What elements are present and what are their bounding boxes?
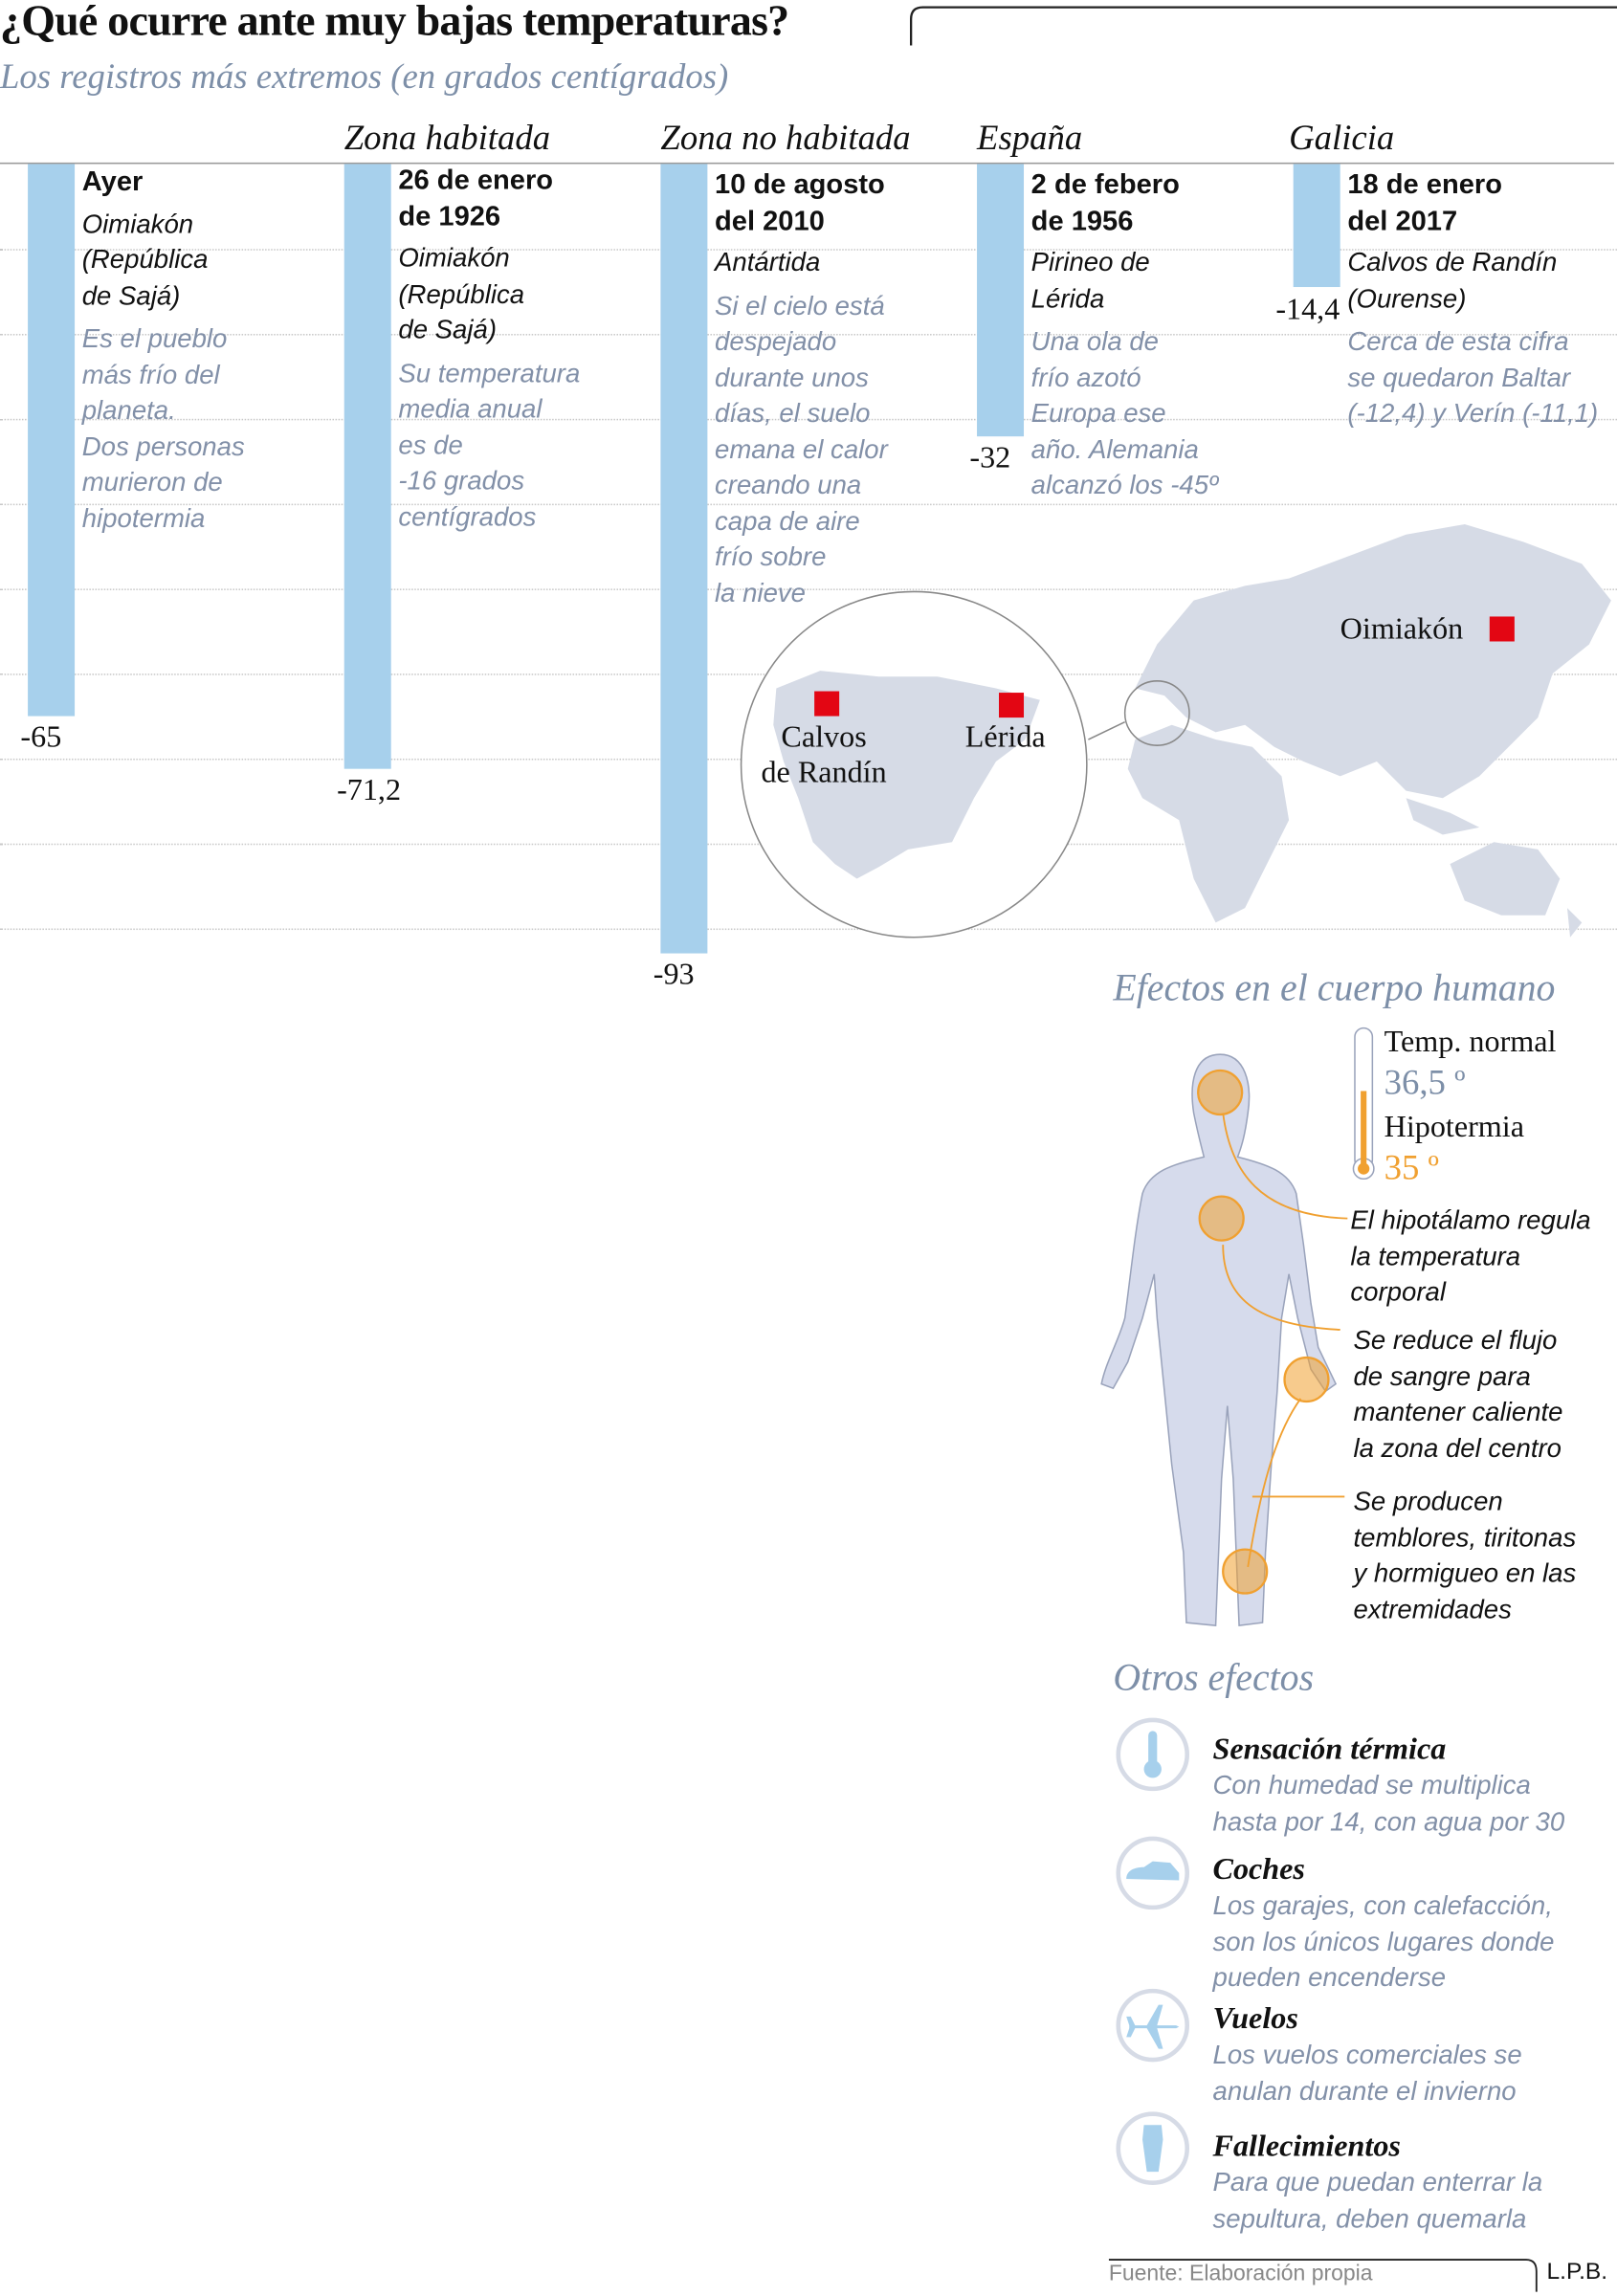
lerida-marker — [999, 693, 1025, 718]
effect-fallecimientos: Fallecimientos Para que puedan enterrar l… — [1212, 2128, 1543, 2233]
record-note: Si el cielo está despejado durante unos día… — [715, 290, 888, 607]
oimiakon-marker — [1489, 616, 1515, 642]
annotation-flujo: Se reduce el flujo de sangre para mantener… — [1353, 1325, 1563, 1463]
leg-marker — [1222, 1548, 1269, 1595]
value-label: -93 — [653, 957, 695, 992]
effect-coches: Coches Los garajes, con calefacción, son l… — [1212, 1850, 1555, 1992]
head-marker — [1197, 1069, 1244, 1116]
footer-rule — [1108, 2259, 1538, 2292]
car-icon — [1116, 1836, 1190, 1910]
gridline — [0, 928, 1617, 931]
record-place: Pirineo de — [1030, 247, 1150, 277]
record-note: Cerca de esta cifra se quedaron Baltar (-1… — [1347, 326, 1599, 428]
human-body-figure — [1100, 1053, 1348, 1627]
thermometer-icon — [1352, 1027, 1375, 1181]
temp-normal-value: 36,5 º — [1384, 1064, 1466, 1103]
map-label-lerida: Lérida — [964, 718, 1046, 755]
africa-shape — [1127, 724, 1290, 923]
column-header-espana: España — [977, 120, 1083, 159]
header-rule — [0, 162, 1614, 165]
record-block: 18 de enero del 2017 Calvos de Randín (Oure… — [1347, 168, 1598, 431]
hipotermia-value: 35 º — [1384, 1149, 1439, 1188]
page-title: ¿Qué ocurre ante muy bajas temperaturas? — [0, 0, 789, 46]
column-header-zona-habitada: Zona habitada — [343, 120, 551, 159]
column-header-zona-no-habitada: Zona no habitada — [660, 120, 911, 159]
chest-marker — [1198, 1195, 1245, 1242]
record-note: Su temperatura media anual es de -16 grados… — [398, 358, 581, 531]
record-date: 2 de febero — [1030, 169, 1180, 201]
hipotermia-label: Hipotermia — [1384, 1108, 1525, 1144]
annotation-hipotalamo: El hipotálamo regula la temperatura corpor… — [1350, 1204, 1591, 1307]
record-date: Ayer — [81, 166, 144, 198]
author-credit: L.P.B. — [1546, 2260, 1608, 2285]
record-block: Ayer Oimiakón (República de Sajá) Es el pueb… — [82, 166, 245, 536]
record-date: del 2017 — [1347, 206, 1458, 237]
record-date: del 2010 — [715, 206, 825, 237]
record-date: de 1926 — [398, 201, 501, 232]
value-label: -14,4 — [1275, 290, 1340, 326]
subtitle: Los registros más extremos (en grados ce… — [0, 58, 729, 98]
source-note: Fuente: Elaboración propia — [1108, 2261, 1373, 2286]
record-date: 26 de enero — [398, 165, 554, 197]
record-place: Antártida — [715, 247, 821, 277]
temperature-legend: Temp. normal 36,5 º Hipotermia 35 º — [1384, 1021, 1557, 1191]
iberia-shape — [773, 671, 1040, 879]
gridline — [0, 418, 1617, 421]
column-header-galicia: Galicia — [1289, 120, 1395, 159]
record-date: 18 de enero — [1347, 169, 1503, 201]
title-rule — [910, 6, 1617, 46]
gridline — [0, 249, 1617, 251]
record-place: (República — [398, 278, 525, 309]
record-note: Es el pueblo más frío del planeta. Dos pers… — [81, 323, 245, 533]
coffin-icon — [1116, 2111, 1190, 2185]
eurasia-shape — [1135, 524, 1611, 799]
record-place: Oimiakón — [81, 209, 194, 238]
record-note: Una ola de frío azotó Europa ese año. Alema… — [1030, 326, 1219, 500]
airplane-icon — [1116, 1988, 1190, 2063]
record-date: 10 de agosto — [715, 169, 885, 201]
value-label: -71,2 — [337, 771, 402, 807]
effect-sensacion: Sensación térmica Con humedad se multipli… — [1212, 1731, 1565, 1836]
hand-marker — [1283, 1356, 1330, 1403]
annotation-temblores: Se producen temblores, tiritonas y hormigu… — [1353, 1486, 1577, 1623]
thermometer-icon — [1116, 1717, 1190, 1792]
bar — [660, 164, 708, 955]
gridline — [0, 334, 1617, 336]
value-label: -32 — [969, 438, 1011, 475]
record-place: de Sajá) — [81, 280, 181, 310]
gridline — [0, 588, 1617, 590]
record-place: Oimiakón — [398, 243, 510, 273]
record-block: 26 de enero de 1926 Oimiakón (República de S… — [398, 164, 580, 534]
body-section-title: Efectos en el cuerpo humano — [1113, 966, 1556, 1009]
record-place: Calvos de Randín — [1347, 247, 1558, 277]
record-date: de 1956 — [1030, 206, 1134, 237]
record-block: 10 de agosto del 2010 Antártida Si el cielo… — [715, 168, 888, 610]
bar — [343, 164, 391, 769]
bar — [1293, 164, 1340, 287]
map-label-oimiakon: Oimiakón — [1340, 610, 1464, 647]
temp-normal-label: Temp. normal — [1384, 1024, 1557, 1059]
value-label: -65 — [20, 718, 62, 755]
australia-shape — [1450, 842, 1561, 916]
others-section-title: Otros efectos — [1113, 1656, 1315, 1699]
record-place: (Ourense) — [1347, 283, 1467, 313]
calvos-marker — [814, 691, 840, 717]
record-place: (República — [81, 244, 209, 275]
effect-vuelos: Vuelos Los vuelos comerciales se anulan du… — [1212, 2000, 1522, 2106]
record-block: 2 de febero de 1956 Pirineo de Lérida Una ol… — [1031, 168, 1218, 503]
asia-islands-shape — [1406, 798, 1583, 938]
bar — [977, 164, 1025, 436]
bar — [28, 164, 76, 717]
record-place: Lérida — [1030, 283, 1105, 313]
record-place: de Sajá) — [398, 315, 498, 344]
world-map — [740, 524, 1611, 938]
map-label-calvos: Calvos de Randín — [761, 718, 887, 790]
gridline — [0, 503, 1617, 506]
